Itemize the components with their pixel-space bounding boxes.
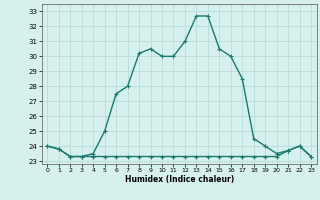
X-axis label: Humidex (Indice chaleur): Humidex (Indice chaleur) <box>124 175 234 184</box>
